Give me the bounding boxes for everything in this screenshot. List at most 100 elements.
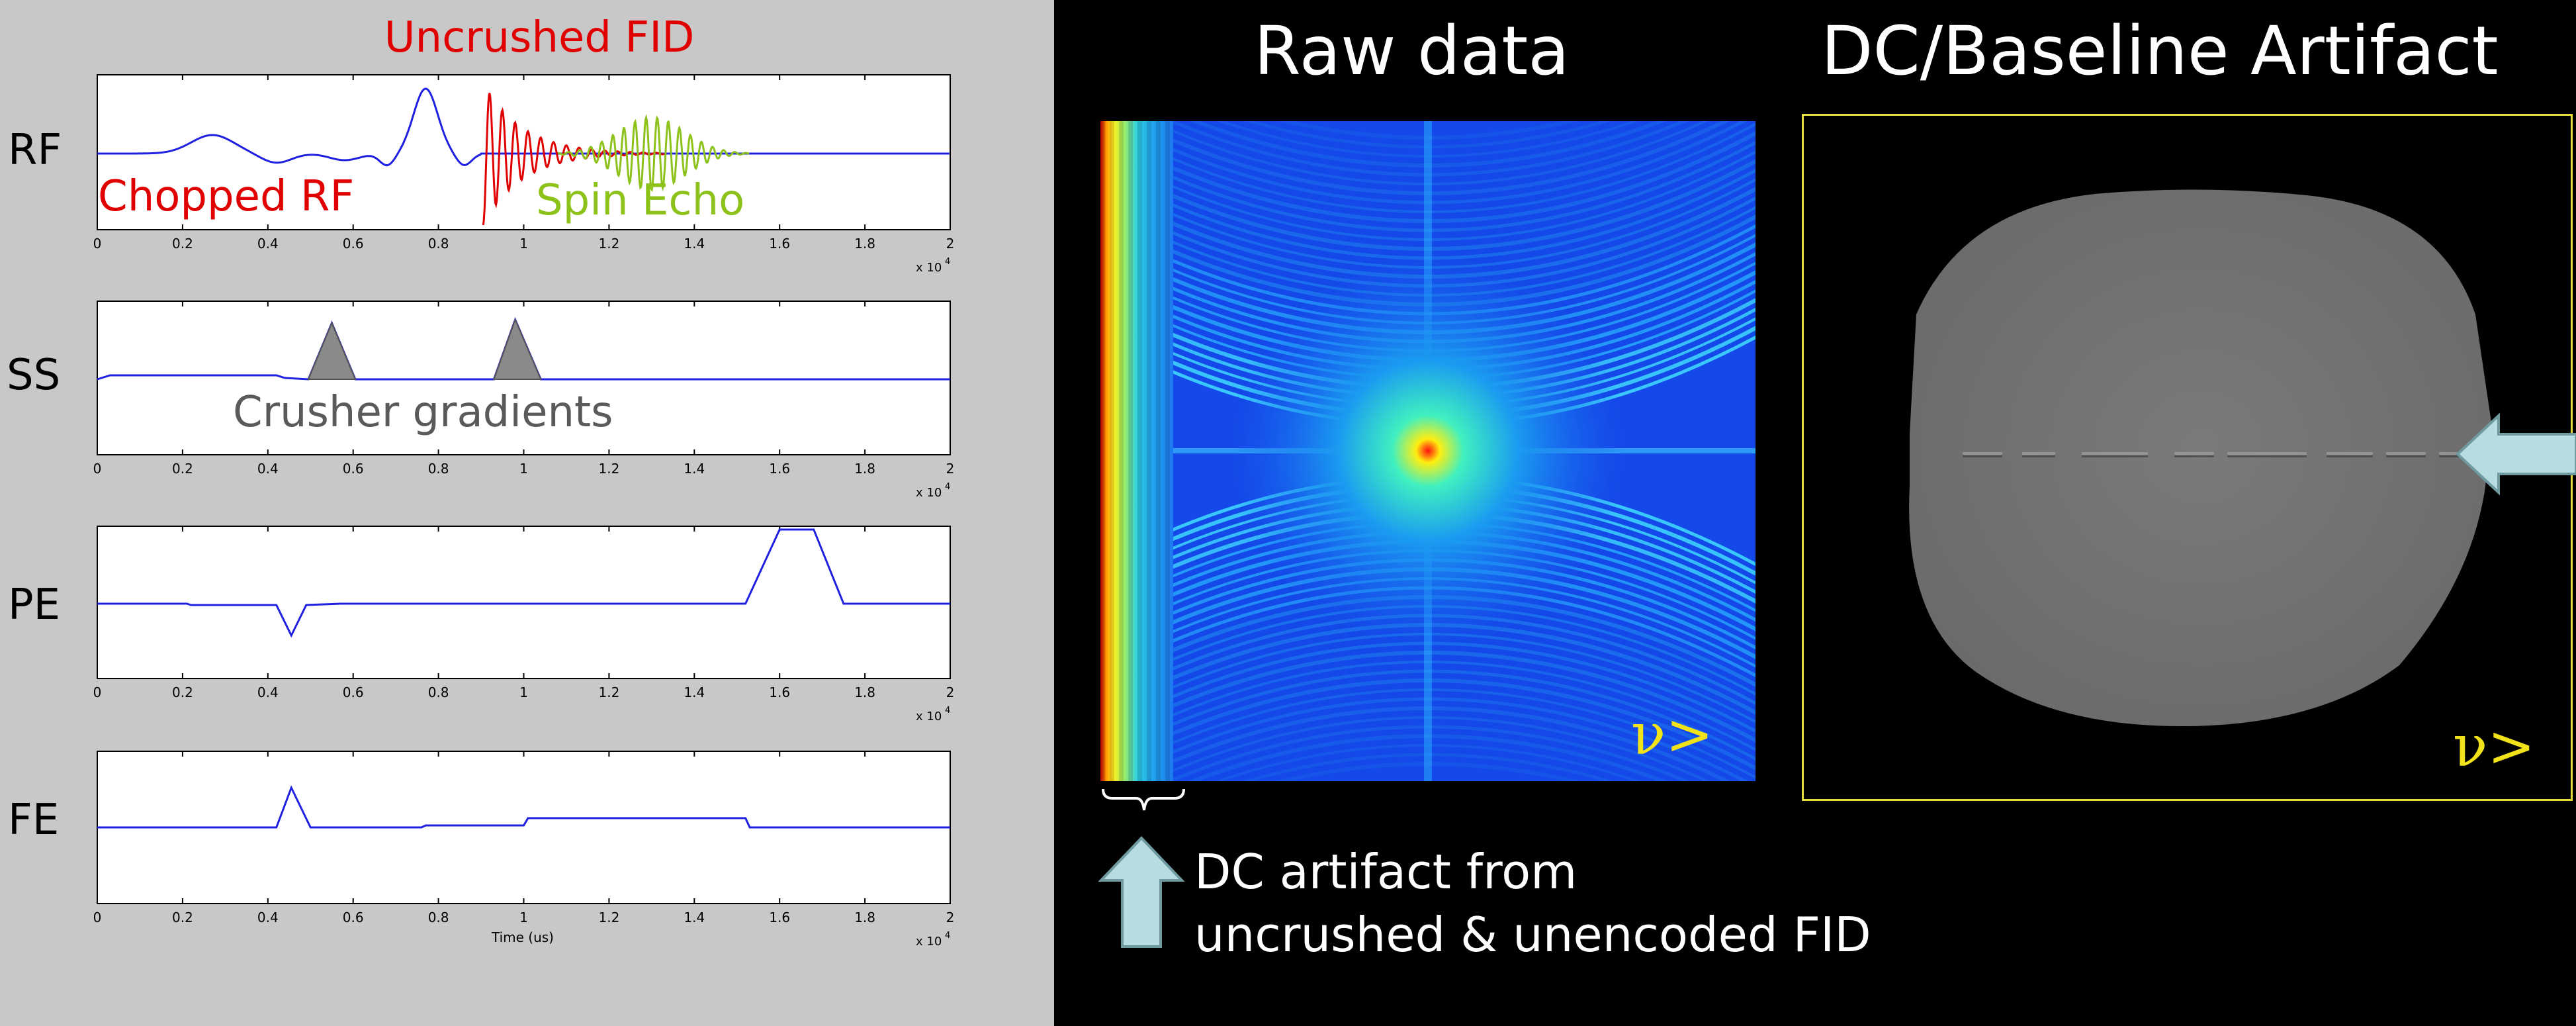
x-tick-label-fe: 1: [519, 909, 528, 925]
spin-echo-label: Spin Echo: [536, 176, 744, 225]
x-exponent-pe: 4: [945, 706, 950, 716]
channel-label-fe: FE: [8, 796, 59, 845]
x-tick-label-pe: 0.2: [172, 684, 193, 700]
artifact-dash: [2386, 452, 2426, 455]
x-multiplier-fe: x 10: [916, 935, 942, 949]
phantom-disc: [1909, 189, 2492, 727]
x-tick-label-rf: 0.2: [172, 236, 193, 252]
x-tick-label-pe: 2: [946, 684, 955, 700]
x-tick-label-fe: 0.8: [428, 909, 449, 925]
rf-trace: [97, 87, 950, 167]
x-tick-label-pe: 1: [519, 684, 528, 700]
crusher-gradient-2: [492, 318, 542, 380]
raw-kspace-image: [1100, 121, 1755, 781]
artifact-dash-shadow: [2022, 455, 2055, 457]
x-tick-label-rf: 0.4: [257, 236, 279, 252]
artifact-dash: [2174, 452, 2214, 455]
x-tick-label-pe: 0.4: [257, 684, 279, 700]
artifact-dash-shadow: [1963, 455, 2002, 457]
x-tick-label-rf: 1.2: [598, 236, 619, 252]
x-multiplier-rf: x 10: [916, 261, 942, 275]
dc-bracket: [1102, 788, 1185, 811]
artifact-dash-shadow: [2386, 455, 2426, 457]
x-exponent-fe: 4: [945, 931, 950, 941]
x-tick-label-fe: 1.8: [854, 909, 875, 925]
crusher-gradients-label: Crusher gradients: [233, 388, 613, 437]
x-tick-label-ss: 1: [519, 461, 528, 477]
fid-trace: [482, 93, 665, 226]
x-tick-label-ss: 1.4: [684, 461, 705, 477]
dc-artifact-stripes: [1100, 121, 1173, 781]
dc-artifact-note: DC artifact from uncrushed & unencoded F…: [1194, 841, 1871, 966]
x-tick-label-pe: 1.4: [684, 684, 705, 700]
x-tick-label-rf: 2: [946, 236, 955, 252]
x-tick-label-fe: 0: [93, 909, 102, 925]
channel-label-pe: PE: [8, 581, 60, 630]
dc-note-line1: DC artifact from: [1194, 844, 1577, 900]
chopped-rf-label: Chopped RF: [98, 172, 354, 221]
artifact-dash-shadow: [2227, 455, 2307, 457]
x-tick-label-pe: 1.2: [598, 684, 619, 700]
x-tick-label-rf: 1: [519, 236, 528, 252]
x-tick-label-fe: 2: [946, 909, 955, 925]
x-tick-label-ss: 0.2: [172, 461, 193, 477]
dc-up-arrow-icon: [1098, 836, 1184, 948]
x-multiplier-ss: x 10: [916, 486, 942, 500]
spin-echo-trace: [557, 114, 750, 193]
raw-nu-symbol: ν>: [1631, 702, 1714, 768]
pulse-sequence-diagram: 0 0.2 0.4 0.6 0.8 1 1.2 1.4 1.6 1.8 2x 10 40 0.2 0.4 0…: [7, 13, 955, 949]
x-tick-label-ss: 0.4: [257, 461, 279, 477]
x-tick-label-ss: 1.8: [854, 461, 875, 477]
uncrushed-fid-label: Uncrushed FID: [384, 13, 695, 62]
artifact-dash: [2022, 452, 2055, 455]
pe-trace: [97, 528, 950, 638]
x-tick-label-pe: 0.8: [428, 684, 449, 700]
artifact-dash: [1963, 452, 2002, 455]
axes-box-rf: [97, 74, 951, 230]
x-tick-label-fe: 1.4: [684, 909, 705, 925]
artifact-dash: [2227, 452, 2307, 455]
x-tick-label-rf: 0.6: [343, 236, 364, 252]
artifact-dash-shadow: [2082, 455, 2148, 457]
channel-label-ss: SS: [7, 351, 60, 400]
x-tick-label-rf: 1.8: [854, 236, 875, 252]
x-tick-label-fe: 0.2: [172, 909, 193, 925]
artifact-image: [1909, 189, 2492, 727]
x-tick-label-pe: 0.6: [343, 684, 364, 700]
x-tick-label-fe: 0.6: [343, 909, 364, 925]
raw-data-title: Raw data: [1254, 12, 1570, 91]
artifact-dash-shadow: [2174, 455, 2214, 457]
x-tick-label-ss: 1.6: [769, 461, 790, 477]
artifact-nu-symbol: ν>: [2453, 714, 2536, 780]
artifact-left-arrow-icon: [2456, 412, 2576, 496]
channel-label-rf: RF: [8, 126, 62, 175]
artifact-dash: [2439, 452, 2465, 455]
x-exponent-rf: 4: [945, 257, 950, 267]
x-tick-label-fe: 1.6: [769, 909, 790, 925]
x-tick-label-pe: 0: [93, 684, 102, 700]
axes-box-pe: [97, 526, 951, 679]
x-tick-label-ss: 0.8: [428, 461, 449, 477]
dc-note-line2: uncrushed & unencoded FID: [1194, 907, 1871, 962]
x-tick-label-ss: 1.2: [598, 461, 619, 477]
x-tick-label-fe: 1.2: [598, 909, 619, 925]
artifact-line: [1963, 452, 2465, 457]
artifact-dash-shadow: [2327, 455, 2373, 457]
fe-trace: [97, 785, 950, 829]
crusher-gradient-1: [307, 321, 357, 380]
pulse-sequence-panel: 0 0.2 0.4 0.6 0.8 1 1.2 1.4 1.6 1.8 2 x 10 4 0 0.2 0.4 0…: [0, 0, 1054, 1026]
artifact-dash-shadow: [2439, 455, 2465, 457]
artifact-dash: [2082, 452, 2148, 455]
x-tick-label-rf: 0: [93, 236, 102, 252]
x-tick-label-ss: 0.6: [343, 461, 364, 477]
x-multiplier-pe: x 10: [916, 710, 942, 723]
x-axis-label: Time (us): [491, 929, 554, 945]
artifact-image-frame: [1802, 114, 2573, 801]
x-tick-label-fe: 0.4: [257, 909, 279, 925]
dc-baseline-title: DC/Baseline Artifact: [1821, 12, 2499, 91]
x-tick-label-rf: 1.4: [684, 236, 705, 252]
x-tick-label-rf: 0.8: [428, 236, 449, 252]
artifact-dash: [2327, 452, 2373, 455]
x-tick-label-ss: 2: [946, 461, 955, 477]
x-tick-label-ss: 0: [93, 461, 102, 477]
